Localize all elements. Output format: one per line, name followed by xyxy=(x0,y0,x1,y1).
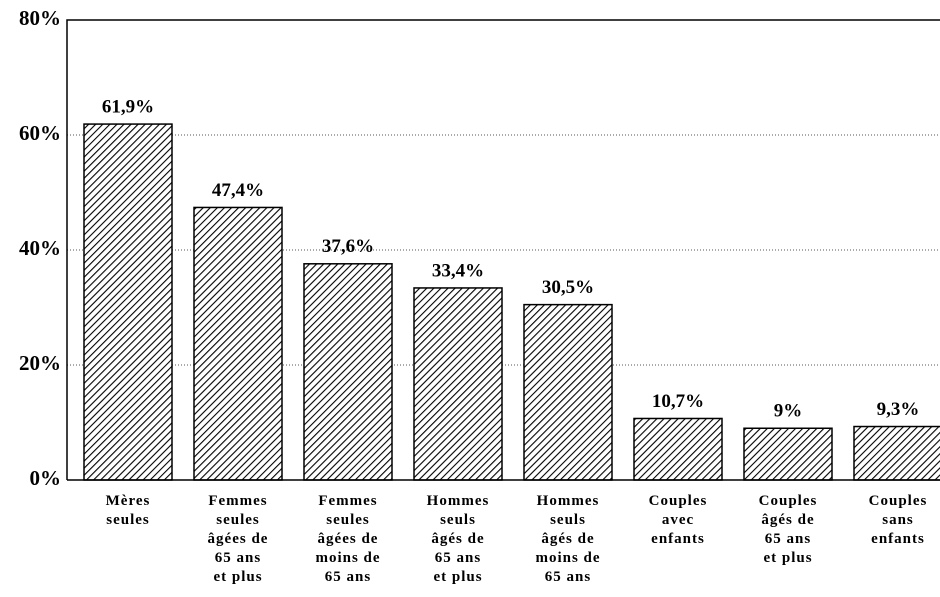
y-tick-label: 80% xyxy=(19,6,61,30)
y-tick-label: 20% xyxy=(19,351,61,375)
x-tick-label: Mères seules xyxy=(105,493,151,528)
value-label: 37,6% xyxy=(322,236,374,257)
value-label: 33,4% xyxy=(432,260,484,281)
y-tick-label: 60% xyxy=(19,121,61,145)
bar xyxy=(413,287,503,481)
value-label: 9% xyxy=(774,401,803,422)
bar xyxy=(743,427,833,481)
bar xyxy=(523,303,613,481)
bar xyxy=(633,417,723,481)
x-tick-label: Couples âgés de 65 ans et plus xyxy=(758,493,818,566)
bar xyxy=(303,263,393,481)
y-tick-label: 0% xyxy=(30,466,62,490)
plot-frame xyxy=(66,19,940,480)
bar xyxy=(853,425,940,481)
x-tick-label: Hommes seuls âgés de moins de 65 ans xyxy=(535,493,601,585)
x-tick-label: Hommes seuls âgés de 65 ans et plus xyxy=(426,493,490,585)
x-tick-label: Femmes seules âgées de 65 ans et plus xyxy=(207,493,269,585)
value-label: 30,5% xyxy=(542,277,594,298)
x-tick-label: Couples sans enfants xyxy=(868,493,928,547)
value-label: 9,3% xyxy=(877,399,920,420)
value-label: 47,4% xyxy=(212,180,264,201)
x-tick-label: Couples avec enfants xyxy=(648,493,708,547)
value-label: 10,7% xyxy=(652,391,704,412)
y-tick-label: 40% xyxy=(19,236,61,260)
bar xyxy=(193,206,283,481)
bar xyxy=(83,123,173,481)
value-label: 61,9% xyxy=(102,96,154,117)
x-tick-label: Femmes seules âgées de moins de 65 ans xyxy=(315,493,381,585)
